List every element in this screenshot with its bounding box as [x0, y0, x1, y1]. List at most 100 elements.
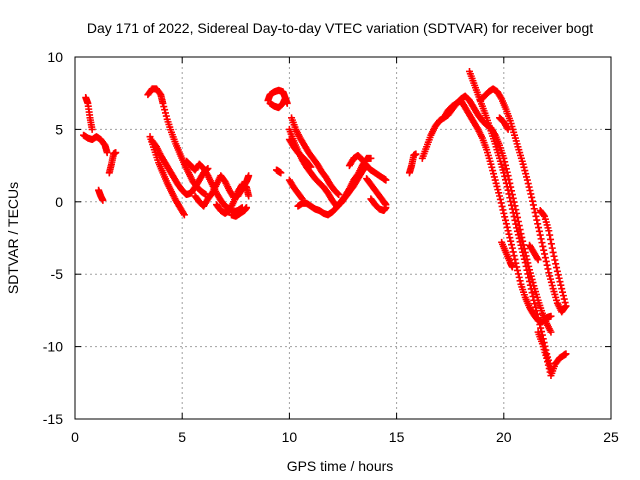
data-point: [507, 237, 515, 245]
data-point: [504, 227, 512, 235]
data-point: [513, 224, 521, 232]
data-point: [532, 307, 540, 315]
axis-ticks: 0 5 10 15 20 25 -15 -10 -5 0 5 10: [43, 49, 619, 445]
data-markers: [80, 67, 570, 380]
data-point: [489, 167, 497, 175]
data-point: [103, 149, 111, 157]
data-point: [544, 358, 552, 366]
data-point: [490, 173, 498, 181]
data-point: [535, 224, 543, 232]
data-point: [532, 212, 540, 220]
plot-border: [74, 56, 612, 420]
data-point: [493, 182, 501, 190]
data-point: [508, 263, 516, 271]
x-axis-label: GPS time / hours: [287, 458, 394, 474]
data-point: [514, 231, 522, 239]
data-point: [500, 209, 508, 217]
data-point: [496, 195, 504, 203]
data-point: [367, 154, 375, 162]
data-point: [521, 259, 529, 267]
data-point: [555, 274, 563, 282]
data-point: [505, 190, 513, 198]
data-point: [492, 179, 500, 187]
data-point: [508, 205, 516, 213]
data-point: [549, 248, 557, 256]
data-point: [180, 211, 188, 219]
data-point: [502, 179, 510, 187]
data-point: [529, 201, 537, 209]
series-arc-25: [440, 92, 555, 336]
grid-lines: [75, 57, 611, 419]
data-point: [334, 190, 342, 198]
data-point: [542, 257, 550, 265]
data-point: [545, 227, 553, 235]
data-point: [525, 183, 533, 191]
data-point: [527, 190, 535, 198]
data-point: [490, 170, 498, 178]
data-point: [511, 255, 519, 263]
data-point: [544, 265, 552, 273]
data-point: [88, 125, 96, 133]
data-point: [160, 103, 168, 111]
series-arc-2: [80, 131, 111, 157]
data-point: [543, 261, 551, 269]
data-point: [497, 199, 505, 207]
data-point: [518, 245, 526, 253]
series-arc-7: [148, 137, 212, 199]
data-point: [559, 292, 567, 300]
data-point: [557, 281, 565, 289]
chart-title: Day 171 of 2022, Sidereal Day-to-day VTE…: [87, 20, 593, 36]
data-point: [528, 289, 536, 297]
data-point: [522, 170, 530, 178]
data-point: [382, 204, 390, 212]
data-point: [500, 169, 508, 177]
data-point: [553, 267, 561, 275]
data-point: [539, 242, 547, 250]
data-point: [537, 324, 545, 332]
data-point: [412, 150, 420, 158]
data-point: [112, 149, 120, 157]
data-point: [528, 193, 536, 201]
data-point: [502, 220, 510, 228]
data-point: [520, 255, 528, 263]
data-point: [540, 246, 548, 254]
x-tick-label: 15: [389, 429, 405, 445]
data-point: [487, 160, 495, 168]
series-arc-18: [285, 176, 306, 203]
data-point: [530, 296, 538, 304]
data-point: [488, 163, 496, 171]
data-point: [547, 312, 555, 320]
data-point: [516, 277, 524, 285]
data-point: [524, 270, 532, 278]
data-point: [536, 231, 544, 239]
x-tick-label: 20: [496, 429, 512, 445]
data-point: [548, 244, 556, 252]
data-point: [541, 254, 549, 262]
data-point: [161, 106, 169, 114]
data-point: [519, 248, 527, 256]
data-point: [382, 176, 390, 184]
y-tick-label: 5: [55, 121, 63, 137]
data-point: [523, 176, 531, 184]
data-point: [558, 285, 566, 293]
data-point: [509, 209, 517, 217]
data-point: [514, 270, 522, 278]
data-point: [179, 209, 187, 217]
data-point: [514, 227, 522, 235]
data-point: [511, 216, 519, 224]
data-point: [517, 241, 525, 249]
data-point: [510, 213, 518, 221]
data-point: [544, 361, 552, 369]
data-point: [562, 350, 570, 358]
data-point: [524, 180, 532, 188]
y-tick-label: -5: [51, 266, 64, 282]
series-arc-17: [285, 136, 315, 171]
data-point: [533, 254, 541, 262]
data-point: [535, 317, 543, 325]
data-point: [523, 173, 531, 181]
x-tick-label: 5: [178, 429, 186, 445]
data-point: [502, 165, 510, 173]
series-arc-31: [536, 206, 570, 310]
data-point: [553, 264, 561, 272]
data-point: [531, 300, 539, 308]
